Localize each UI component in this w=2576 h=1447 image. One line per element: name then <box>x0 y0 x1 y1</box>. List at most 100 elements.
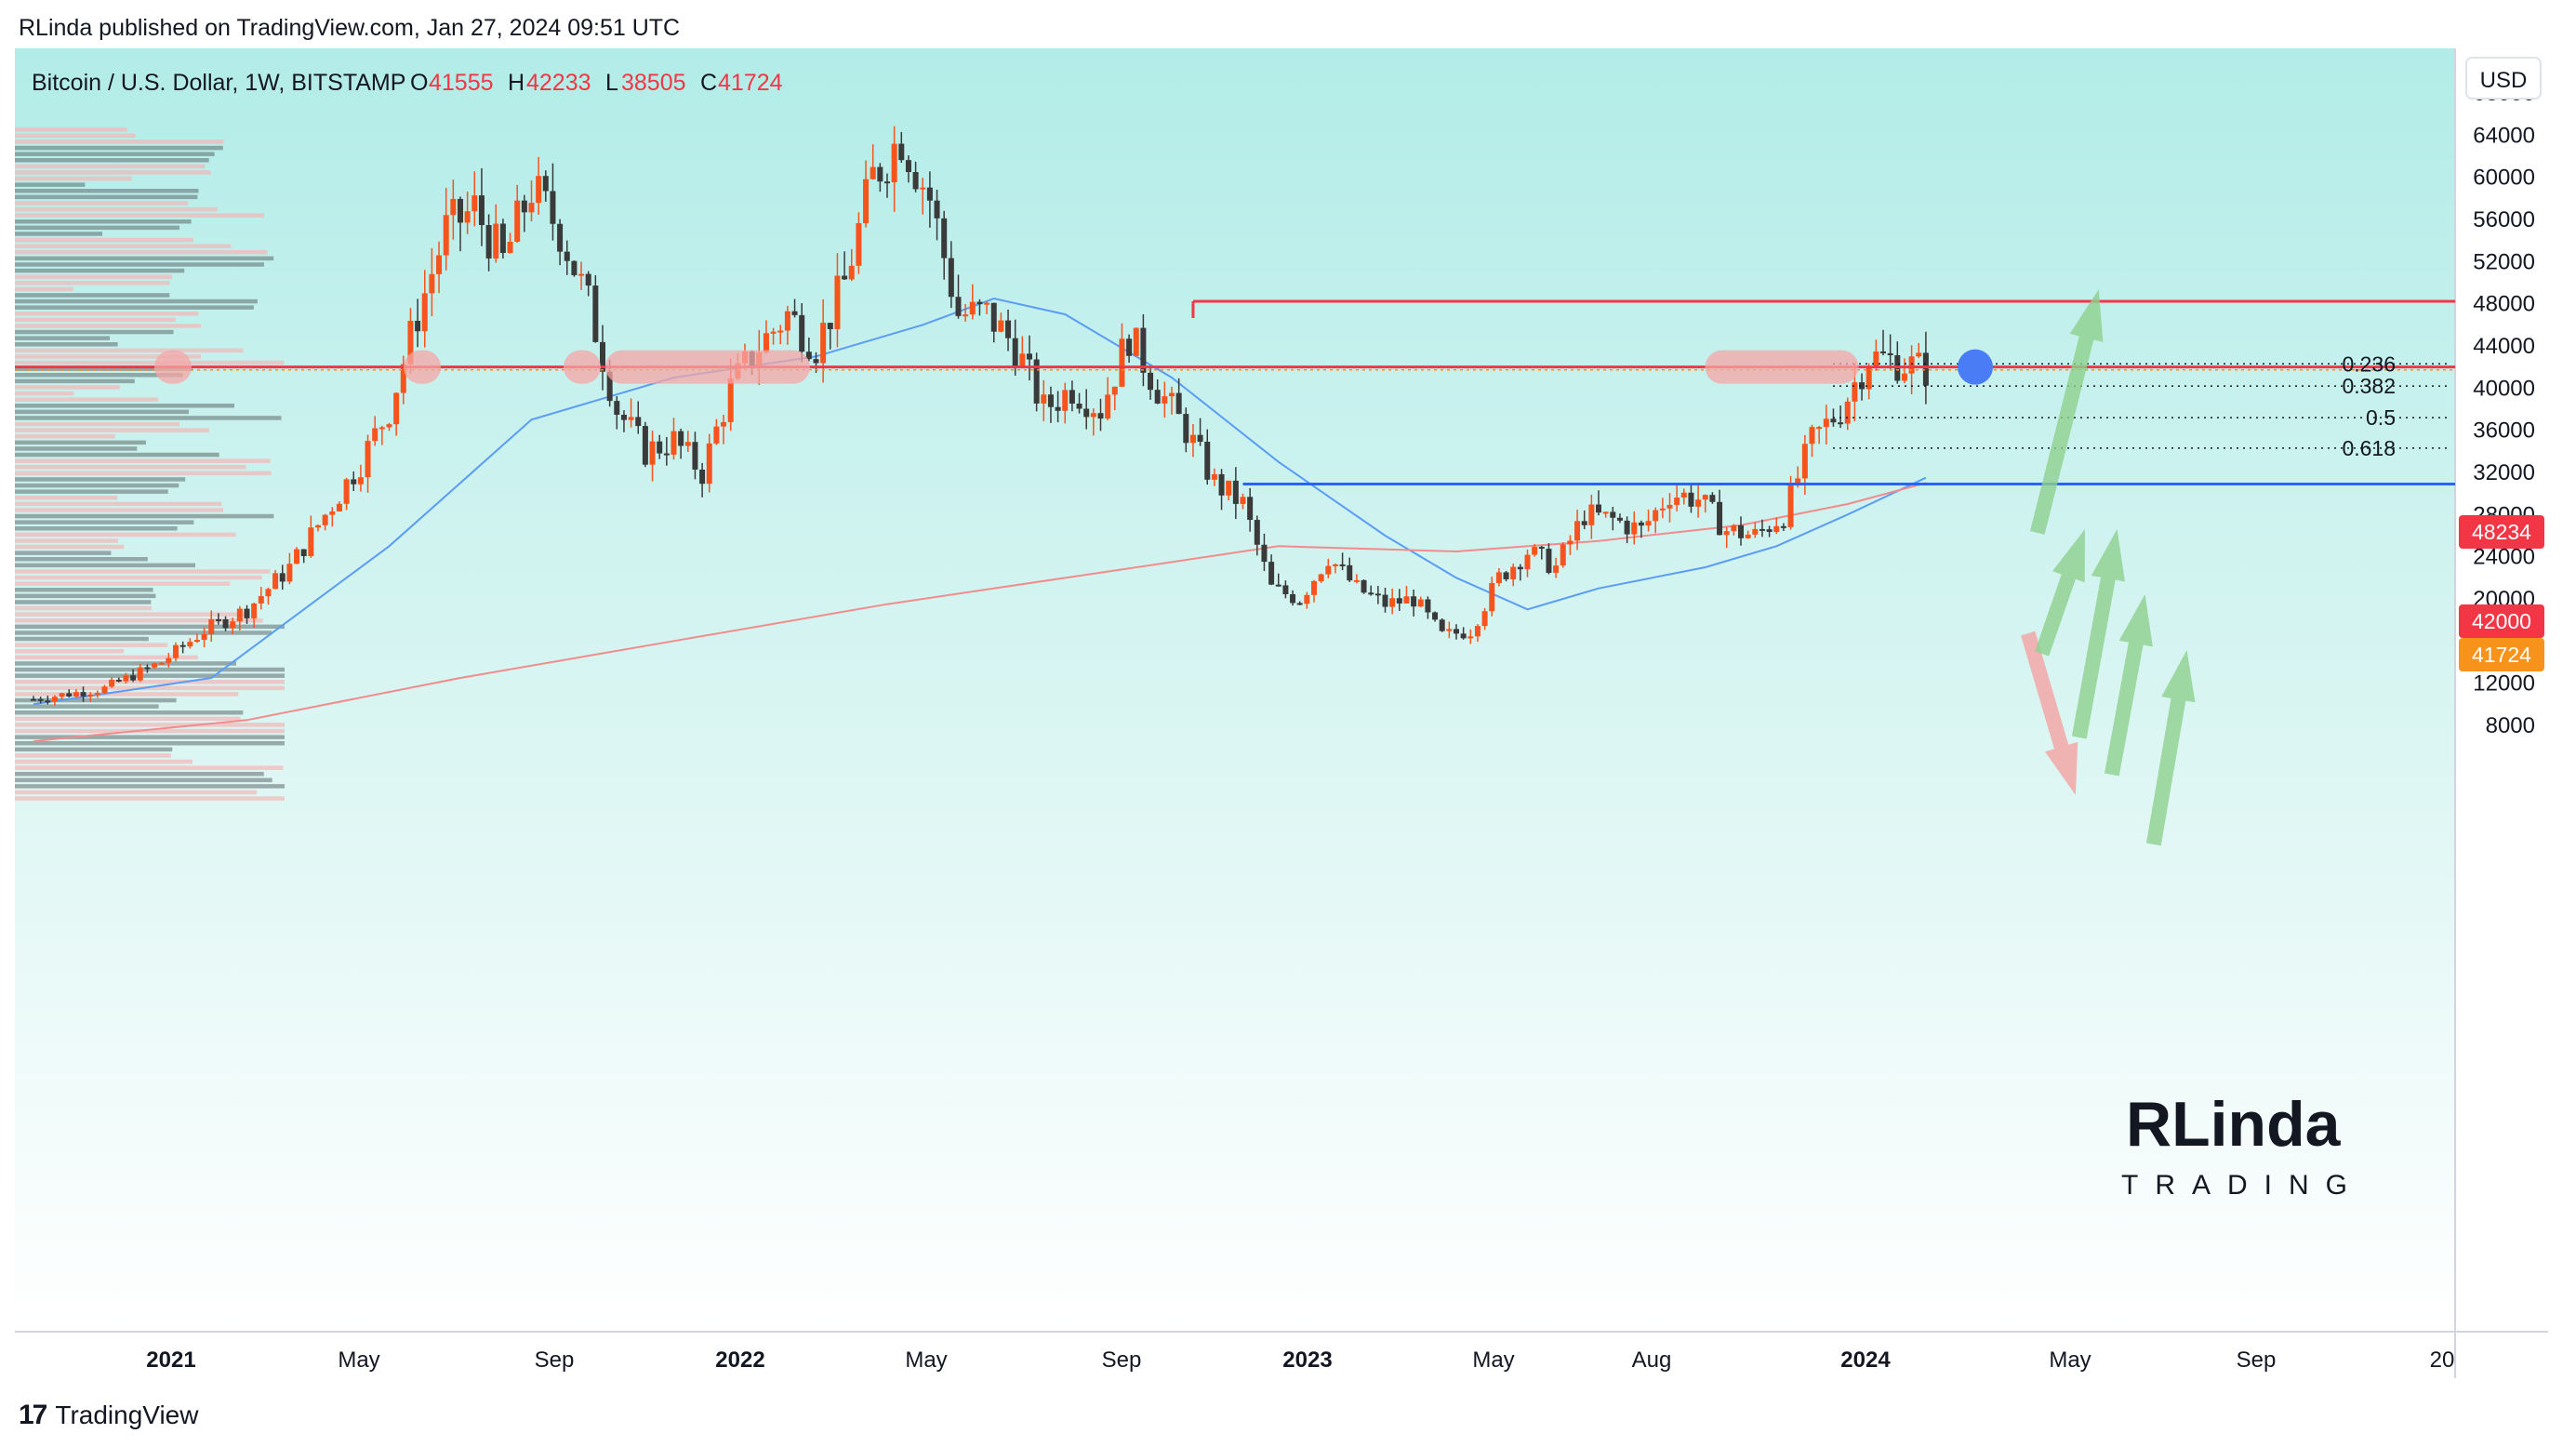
volume-profile-bar <box>15 624 285 630</box>
candle-body <box>934 200 940 219</box>
volume-profile-bar <box>15 741 285 746</box>
key-zones <box>154 349 1993 385</box>
volume-profile-bar <box>15 360 285 365</box>
fib-label: 0.382 <box>2342 374 2396 398</box>
candle-body <box>1759 528 1765 531</box>
candle-body <box>1275 584 1281 587</box>
candle-body <box>791 311 798 315</box>
volume-profile-bar <box>15 735 285 739</box>
candle-body <box>1204 442 1211 480</box>
legend-low: 38505 <box>621 70 686 96</box>
candle-body <box>1396 598 1402 604</box>
volume-profile-bar <box>15 391 74 396</box>
moving-averages <box>33 297 1927 742</box>
volume-profile-bar <box>15 397 159 402</box>
candle-body <box>478 195 485 226</box>
footer-brand: TradingView <box>55 1401 199 1429</box>
volume-profile-bar <box>15 385 120 390</box>
candle-body <box>948 258 954 298</box>
y-tick-label: 64000 <box>2473 123 2535 148</box>
candle-body <box>464 211 471 223</box>
candle-body <box>308 527 314 556</box>
volume-profile-bar <box>15 354 202 359</box>
candle-body <box>834 275 841 329</box>
candle-body <box>1140 327 1147 373</box>
volume-profile-bar <box>15 618 263 623</box>
candle-body <box>592 285 599 342</box>
candle-body <box>1787 483 1794 527</box>
candle-body <box>1467 636 1474 639</box>
y-tick-label: 8000 <box>2486 713 2535 738</box>
y-tick-label: 48000 <box>2473 292 2535 317</box>
volume-profile-bar <box>15 796 285 801</box>
candle-body <box>926 187 933 201</box>
volume-profile-bar <box>15 409 190 415</box>
volume-profile-bar <box>15 557 148 562</box>
fib-label: 0.236 <box>2342 352 2396 376</box>
candle-body <box>820 323 827 364</box>
candle-body <box>507 241 513 253</box>
candle-body <box>1012 338 1018 366</box>
candle-body <box>1538 547 1545 550</box>
candle-body <box>564 251 570 261</box>
volume-profile-bar <box>15 232 103 236</box>
candle-body <box>1374 593 1381 596</box>
candle-body <box>1495 572 1502 584</box>
candle-body <box>1226 480 1232 496</box>
candle-body <box>443 215 449 256</box>
volume-profile-bar <box>15 268 185 273</box>
x-tick-label: May <box>905 1347 947 1373</box>
candle-body <box>1211 473 1217 480</box>
volume-profile-bar <box>15 206 218 212</box>
candle-body <box>514 200 521 242</box>
volume-profile-bar <box>15 348 244 353</box>
candle-body <box>1666 504 1673 509</box>
candle-body <box>727 378 734 422</box>
candle-body <box>976 301 983 305</box>
candle-body <box>1325 565 1332 575</box>
candle-body <box>1432 612 1439 620</box>
candle-body <box>763 333 769 352</box>
candle-body <box>1268 562 1275 585</box>
candle-body <box>671 431 677 455</box>
candle-body <box>393 392 400 425</box>
candle-body <box>1702 495 1708 500</box>
volume-profile-bar <box>15 667 285 672</box>
volume-profile-bar <box>15 378 135 384</box>
candle-body <box>101 686 108 694</box>
candle-body <box>1474 626 1481 637</box>
candle-body <box>1738 524 1744 538</box>
price-tag-resistance-text: 48234 <box>2472 520 2531 544</box>
candle-body <box>1148 372 1154 391</box>
candle-body <box>1581 521 1587 525</box>
volume-profile-bar <box>15 342 118 347</box>
candle-body <box>471 195 478 212</box>
volume-profile-bar <box>15 274 172 279</box>
volume-profile-bar <box>15 189 199 193</box>
candle-body <box>1111 386 1118 395</box>
volume-profile-bar <box>15 588 153 592</box>
candle-body <box>1873 351 1879 367</box>
volume-profile-bar <box>15 551 112 555</box>
candle-body <box>1517 566 1523 570</box>
volume-profile-bar <box>15 305 254 310</box>
x-tick-label: 2024 <box>1840 1347 1891 1373</box>
candle-body <box>1041 394 1047 404</box>
volume-profile-bar <box>15 538 118 543</box>
candle-body <box>222 618 229 629</box>
candle-body <box>294 549 300 564</box>
legend-high-label: H <box>508 70 524 96</box>
currency-button[interactable]: USD <box>2465 57 2542 100</box>
candle-body <box>1922 352 1929 386</box>
candle-body <box>1055 406 1061 411</box>
candle-body <box>1596 504 1601 513</box>
candle-body <box>1638 522 1644 526</box>
fib-label: 0.618 <box>2342 436 2396 460</box>
volume-profile-bar <box>15 772 264 777</box>
volume-profile-bar <box>15 336 111 340</box>
candle-body <box>521 200 527 213</box>
x-tick-label: May <box>1472 1347 1514 1373</box>
volume-profile-bar <box>15 790 258 795</box>
